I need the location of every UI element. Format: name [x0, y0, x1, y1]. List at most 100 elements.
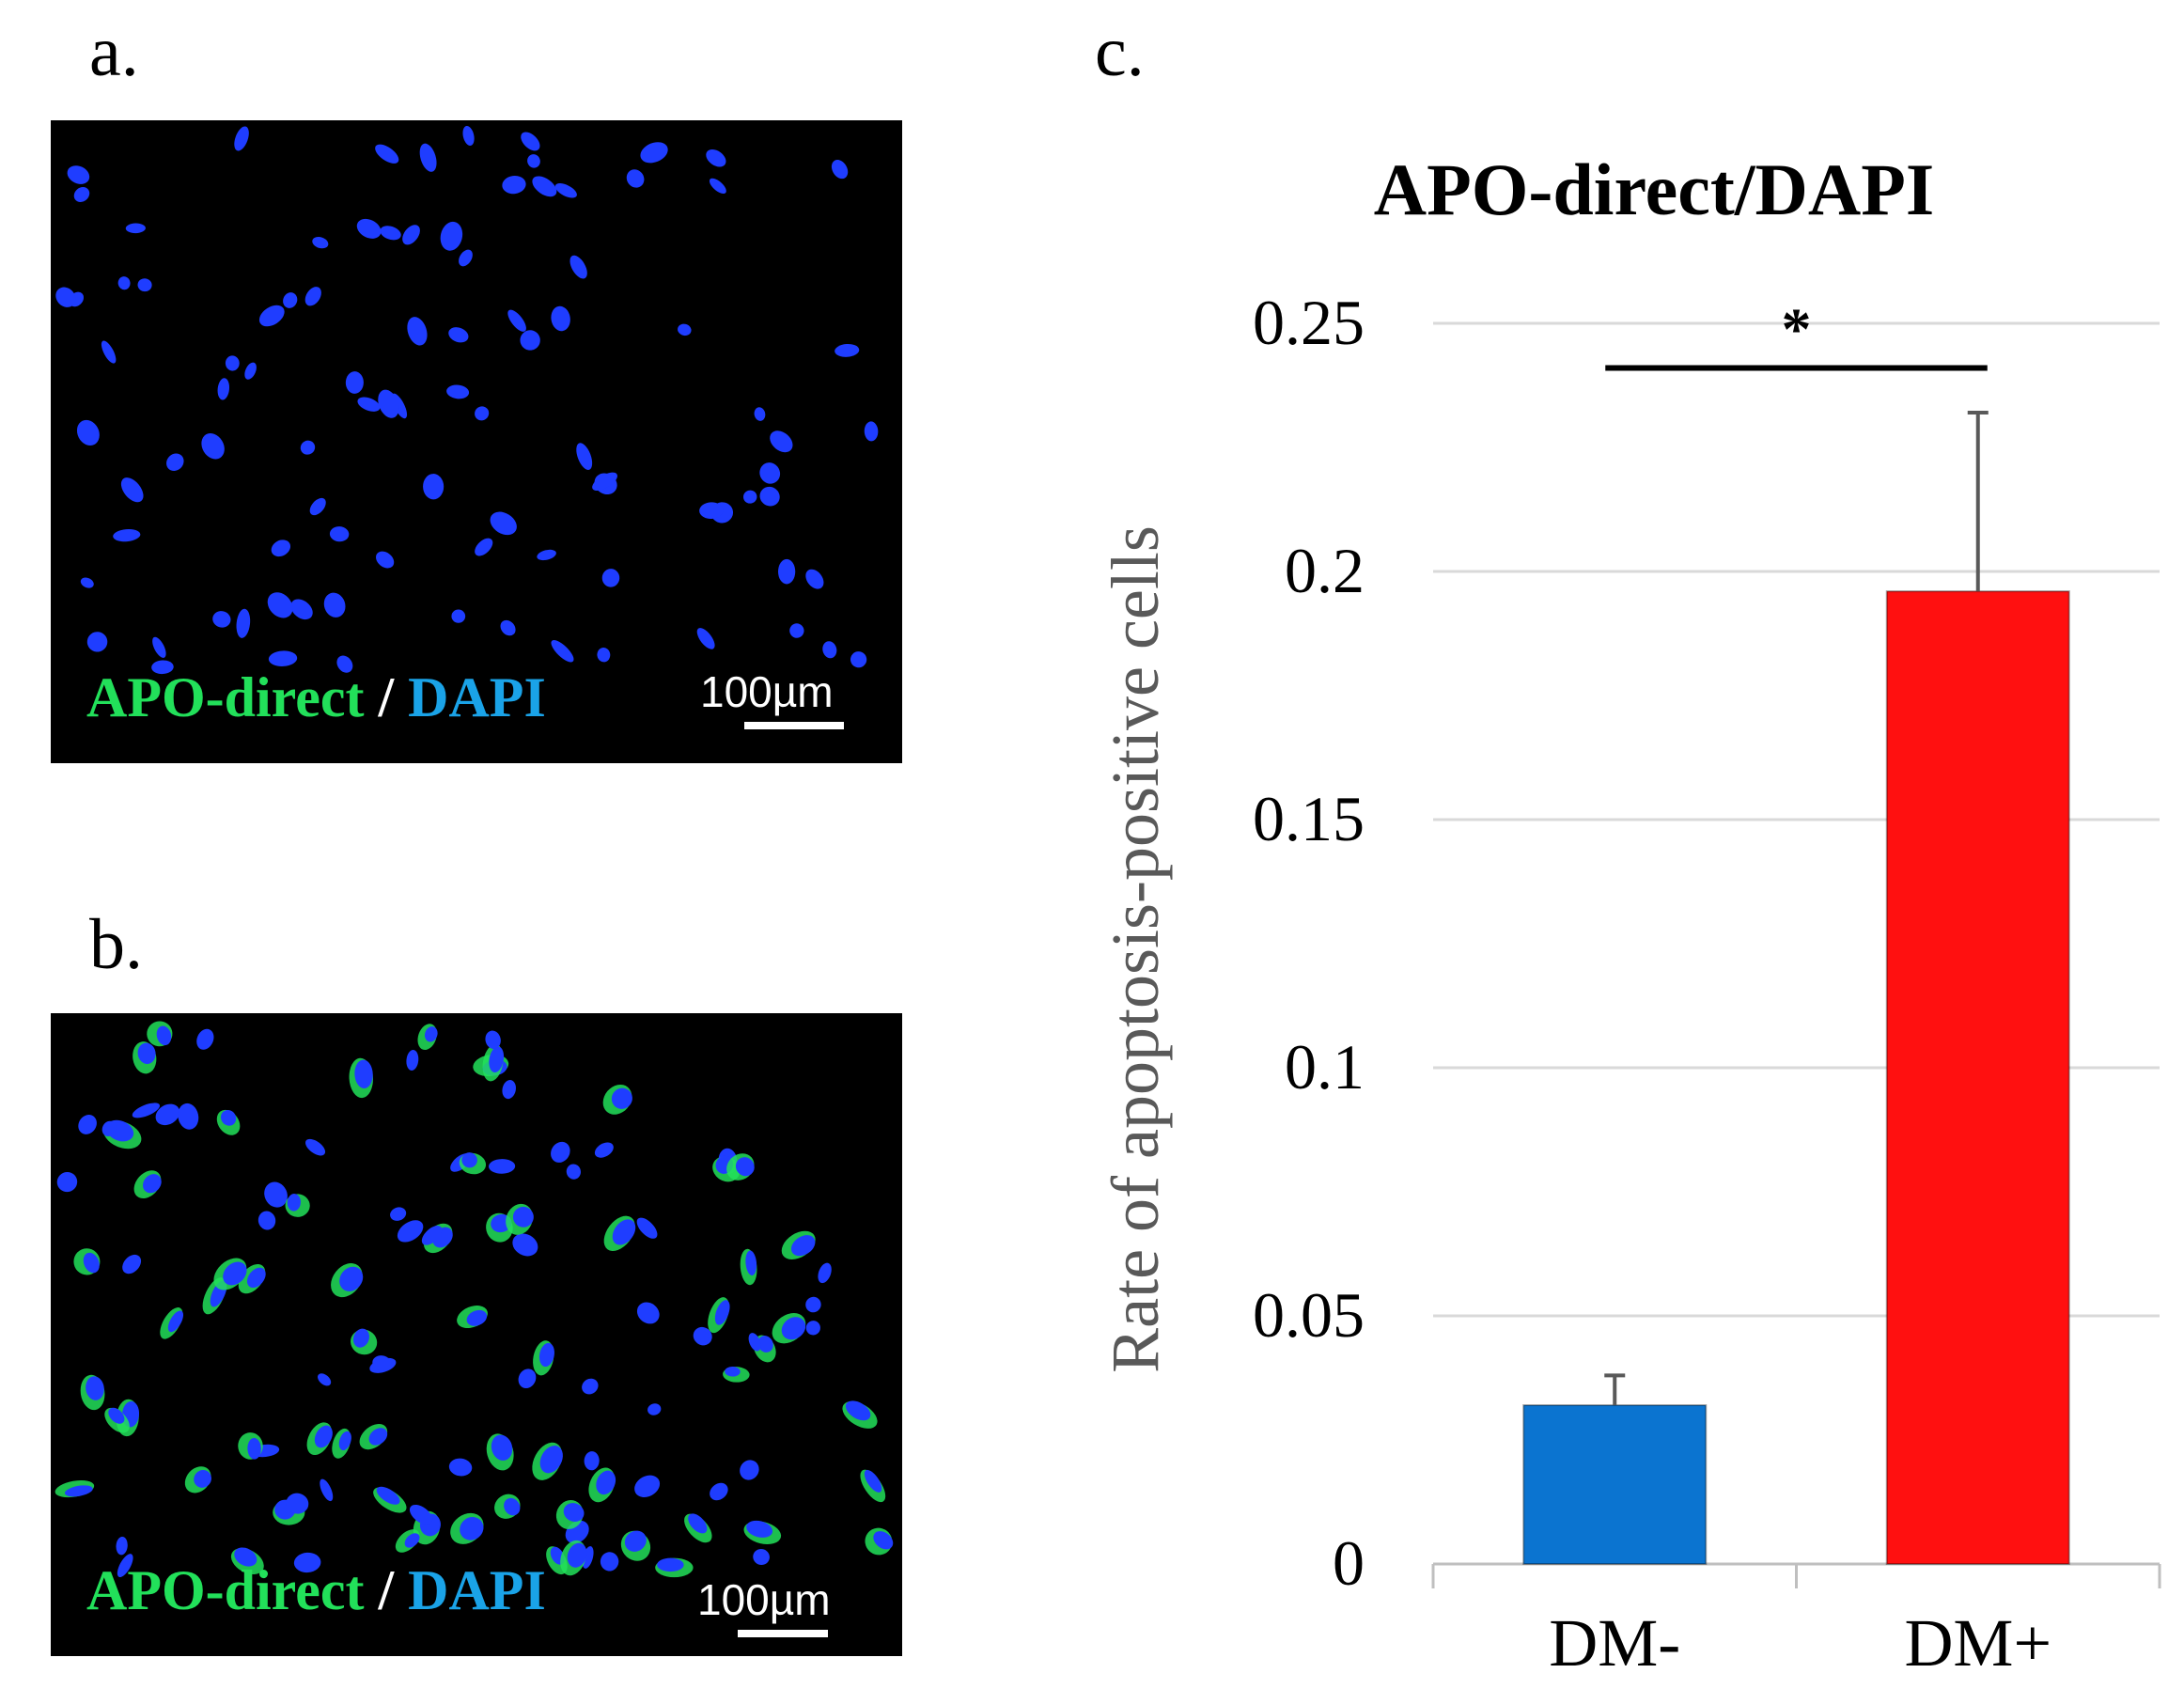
micrograph-a-label-blue: DAPI — [408, 666, 546, 728]
y-tick-label: 0.25 — [1253, 287, 1365, 358]
nucleus — [822, 641, 837, 659]
nucleus — [267, 592, 293, 618]
nucleus — [714, 1300, 730, 1325]
nucleus — [356, 218, 382, 239]
micrograph-b-scale-bar — [738, 1630, 828, 1637]
x-tick-label: DM+ — [1904, 1605, 2051, 1681]
nucleus — [742, 490, 757, 504]
nucleus — [512, 1233, 538, 1257]
micrograph-a-label-sep: / — [364, 666, 408, 728]
nucleus — [696, 628, 715, 649]
y-axis-label: Rate of apoptosis-positive cells — [1098, 525, 1173, 1373]
nucleus — [759, 462, 781, 484]
nucleus — [122, 1254, 142, 1275]
nucleus — [108, 1407, 125, 1424]
nucleus — [194, 1470, 211, 1488]
nucleus — [293, 1552, 321, 1573]
bar-dm-minus — [1522, 1404, 1708, 1566]
nucleus — [551, 305, 570, 332]
nucleus — [402, 225, 420, 245]
nucleus — [151, 660, 174, 675]
y-tick-label: 0.2 — [1285, 535, 1365, 606]
nucleus — [551, 640, 574, 663]
nucleus — [318, 1373, 332, 1386]
nucleus — [446, 384, 470, 399]
y-tick-label: 0.15 — [1253, 783, 1365, 854]
nucleus — [56, 1171, 78, 1193]
nucleus — [314, 1425, 333, 1448]
nucleus — [640, 142, 668, 164]
nucleus — [305, 1138, 326, 1156]
nucleus — [166, 453, 184, 471]
nucleus — [152, 636, 166, 658]
nucleus — [699, 502, 724, 519]
nucleus — [196, 1028, 214, 1050]
nucleus — [120, 477, 144, 503]
nucleus — [490, 511, 517, 536]
nucleus — [527, 154, 540, 168]
nucleus — [835, 343, 860, 357]
micrograph-b-scale-label: 100µm — [697, 1575, 831, 1624]
nucleus — [113, 529, 141, 542]
nucleus — [304, 287, 321, 306]
nucleus — [217, 378, 230, 400]
nucleus — [421, 1225, 443, 1245]
nucleus — [329, 526, 350, 542]
bar-chart: 0 0.05 0.1 0.15 0.2 0.25 DM- DM+ * — [1253, 287, 2161, 1681]
nucleus — [596, 1470, 616, 1495]
nucleus — [518, 1368, 537, 1388]
nucleus — [693, 1326, 712, 1346]
nucleus — [283, 292, 298, 308]
nucleus — [601, 569, 620, 587]
nucleus — [323, 592, 346, 618]
nucleus — [584, 1451, 600, 1471]
nucleus — [236, 608, 251, 638]
nucleus — [507, 309, 526, 332]
nucleus — [818, 1262, 832, 1284]
nucleus — [532, 176, 557, 197]
nucleus — [789, 623, 804, 638]
nucleus — [512, 1206, 534, 1228]
nucleus — [725, 1366, 741, 1377]
nucleus — [320, 1478, 334, 1502]
nucleus — [461, 1152, 477, 1168]
nucleus — [67, 165, 90, 184]
nucleus — [624, 1530, 647, 1552]
nucleus — [409, 1504, 433, 1525]
nucleus — [592, 472, 617, 492]
nucleus — [612, 1219, 636, 1245]
nucleus — [178, 1103, 199, 1130]
nucleus — [336, 655, 353, 673]
nucleus — [376, 1486, 400, 1505]
nucleus — [491, 1434, 513, 1461]
nucleus — [116, 1536, 128, 1556]
nucleus — [300, 440, 316, 455]
nucleus — [520, 330, 540, 351]
nucleus — [753, 1548, 770, 1566]
nucleus — [569, 255, 587, 279]
nucleus — [710, 1482, 728, 1501]
nucleus — [407, 317, 428, 346]
nucleus — [404, 1533, 420, 1548]
nucleus — [425, 1026, 438, 1042]
panel-b-letter: b. — [89, 905, 143, 984]
micrograph-b-label-green: APO-direct — [86, 1559, 364, 1621]
nucleus — [223, 1261, 247, 1286]
nucleus — [554, 183, 577, 198]
bar-dm-plus — [1885, 590, 2070, 1565]
y-tick-label: 0.1 — [1285, 1031, 1365, 1103]
nucleus — [781, 1317, 806, 1340]
nucleus — [80, 577, 94, 588]
nucleus — [748, 1333, 761, 1352]
nucleus — [78, 1115, 97, 1134]
micrograph-a-background — [51, 120, 902, 763]
micrograph-b-cells — [55, 1021, 894, 1578]
nucleus — [845, 1400, 871, 1421]
nucleus — [378, 389, 399, 418]
nucleus — [287, 1194, 301, 1212]
nucleus — [376, 551, 395, 569]
nucleus — [406, 1050, 419, 1071]
nucleus — [212, 611, 231, 628]
nucleus — [352, 1328, 369, 1348]
nucleus — [264, 1181, 288, 1208]
